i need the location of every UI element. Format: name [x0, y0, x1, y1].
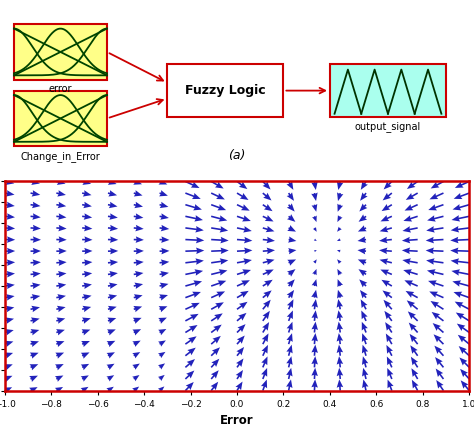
Text: (a): (a)	[228, 149, 246, 162]
Text: Change_in_Error: Change_in_Error	[20, 151, 100, 162]
Bar	[167, 64, 283, 117]
Bar	[14, 24, 107, 80]
Text: error: error	[49, 85, 72, 95]
X-axis label: Error: Error	[220, 414, 254, 427]
Text: output_signal: output_signal	[355, 122, 421, 132]
Bar	[330, 64, 446, 117]
Bar	[14, 91, 107, 146]
Text: Fuzzy Logic: Fuzzy Logic	[185, 84, 266, 97]
